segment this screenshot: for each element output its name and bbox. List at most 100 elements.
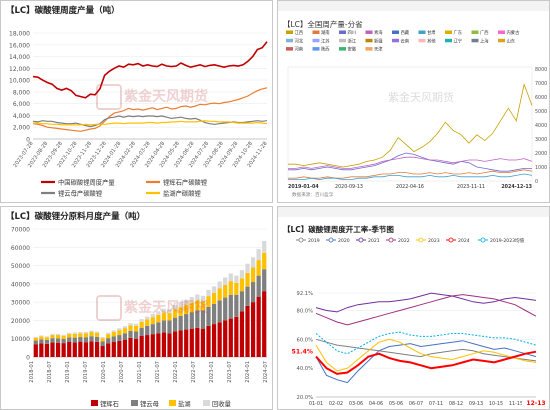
bar-segment: [44, 336, 50, 338]
legend-label: 2023: [428, 238, 440, 244]
y-tick-label: 0: [535, 179, 538, 185]
bar-segment: [234, 275, 239, 283]
bar-segment: [256, 260, 261, 276]
x-tick-label: 08-12: [449, 401, 463, 407]
y-tick-label: 50000: [11, 263, 30, 270]
legend-label: 内蒙古: [507, 29, 521, 36]
bar-segment: [94, 341, 100, 357]
x-tick-label: 2019-01-04: [288, 184, 319, 190]
series-line: [315, 338, 537, 372]
x-tick-label: 2023-07: [227, 361, 233, 383]
bar-segment: [139, 335, 144, 357]
legend-label: 锂云母产碳酸锂: [58, 189, 103, 198]
bar-segment: [67, 342, 72, 357]
bar-segment: [223, 320, 228, 357]
bar-segment: [122, 326, 128, 329]
bar-segment: [184, 299, 189, 305]
monthly-by-material-panel: 0 10000 20000 30000 40000 50000 60000 70000 2018…: [0, 206, 273, 410]
legend-swatch: [91, 400, 98, 406]
bar-segment: [189, 328, 194, 357]
x-tick-label: 2021-01: [137, 361, 143, 383]
y-tick-label: 51.4%: [292, 349, 313, 356]
y-tick-label: 60.0%: [297, 337, 314, 343]
series-line: [315, 331, 537, 355]
legend-label: 四川: [348, 30, 357, 36]
bar-segment: [172, 317, 178, 332]
bar-segment: [156, 314, 161, 323]
bar-segment: [55, 338, 61, 343]
bar-segment: [39, 339, 44, 344]
bar-segment: [256, 296, 261, 357]
legend-label: 辽宁: [454, 37, 463, 44]
bar-segment: [67, 332, 72, 334]
bar-segment: [33, 344, 38, 357]
legend-swatch: [471, 38, 479, 43]
legend-label: 安徽: [348, 46, 357, 53]
legend-swatch: [312, 38, 320, 43]
legend-label: 2019-2023均值: [490, 237, 525, 244]
bar-segment: [133, 338, 139, 357]
bar-segment: [228, 281, 233, 295]
bar-segment: [111, 336, 116, 343]
monthly-by-material-title: 【LC】碳酸锂分原料月度产量（吨）: [6, 212, 146, 222]
bar-segment: [117, 340, 122, 357]
legend-label: 2022: [398, 238, 410, 244]
bar-segment: [262, 269, 267, 292]
bar-segment: [184, 314, 189, 330]
bar-segment: [195, 310, 200, 328]
y-tick-label: 16,000: [9, 42, 30, 49]
bar-segment: [72, 333, 77, 338]
bar-segment: [223, 297, 228, 321]
x-tick-label: 05-06: [389, 401, 403, 407]
bar-segment: [78, 332, 83, 334]
bar-segment: [262, 252, 267, 270]
bar-segment: [89, 330, 94, 332]
y-tick-label: 40000: [11, 281, 30, 288]
province-output-panel: 0 1000 2000 3000 4000 5000 6000 7000 8000 2019-01…: [277, 0, 550, 203]
bar-segment: [39, 343, 44, 357]
bar-segment: [111, 342, 116, 357]
legend-swatch: [131, 400, 138, 406]
bar-segment: [72, 342, 77, 357]
y-tick-label: 40.0%: [297, 366, 314, 372]
bar-segment: [128, 330, 133, 338]
legend-label: 广西: [480, 29, 489, 36]
bar-segment: [228, 273, 233, 282]
series-line: [315, 292, 537, 313]
bar-segment: [39, 336, 44, 340]
y-tick-label: 7000: [535, 81, 547, 87]
legend-label: 回收量: [212, 399, 232, 408]
x-tick-label: 2022-01: [173, 361, 179, 383]
x-tick-label: 11-15: [509, 401, 523, 407]
bar-segment: [33, 336, 38, 338]
legend-swatch: [471, 30, 479, 34]
legend-swatch: [365, 38, 373, 43]
legend-swatch: [498, 38, 505, 43]
bar-segment: [178, 302, 183, 308]
y-tick-label: 92.1%: [297, 291, 314, 297]
bar-segment: [239, 291, 245, 312]
y-tick-label: 60000: [11, 245, 30, 252]
bar-segment: [133, 331, 139, 339]
bar-segment: [250, 282, 256, 303]
series-line: [315, 338, 537, 362]
bar-segment: [150, 313, 155, 318]
bar-segment: [234, 316, 239, 357]
bar-segment: [61, 334, 66, 336]
bar-segment: [262, 240, 267, 253]
bar-segment: [217, 322, 222, 357]
legend-label: 锂辉石产碳酸锂: [163, 178, 208, 187]
bar-segment: [150, 317, 155, 325]
y-tick-label: 70000: [11, 227, 30, 234]
data-source-footer: 数据来源：百川盈孚: [292, 191, 334, 198]
legend-label: 盐湖产碳酸锂: [163, 189, 201, 198]
bar-segment: [106, 338, 111, 344]
bar-segment: [44, 339, 50, 344]
bar-segment: [83, 333, 89, 338]
legend-label: 2020: [338, 238, 350, 244]
utilization-seasonal-chart: 92.1% 80.0% 60.0% 51.4% 40.0% 20.0%01-01 02-02…: [278, 207, 549, 407]
bar-segment: [239, 311, 245, 357]
x-tick-label: 04-06: [369, 401, 383, 407]
bar-segment: [94, 331, 100, 333]
legend-label: 西藏: [401, 29, 410, 36]
